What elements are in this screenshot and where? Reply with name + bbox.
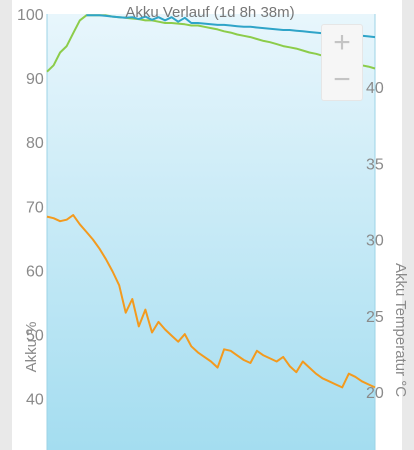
left-tick-label: 60 (26, 263, 44, 280)
left-tick-label: 40 (26, 392, 44, 409)
left-tick-label: 100 (17, 7, 44, 24)
temperature-line (46, 214, 376, 389)
right-axis-label: Akku Temperatur °C (392, 263, 409, 397)
zoom-in-button[interactable]: + (321, 24, 363, 64)
left-tick-label: 80 (26, 135, 44, 152)
left-axis-label: Akku % (23, 322, 40, 373)
right-tick-label: 30 (366, 233, 384, 250)
page-edge-right (402, 0, 414, 450)
left-tick-label: 70 (26, 199, 44, 216)
right-tick-label: 35 (366, 156, 384, 173)
chart-title: Akku Verlauf (1d 8h 38m) (125, 4, 294, 21)
right-tick-label: 40 (366, 80, 384, 97)
page-edge-left (0, 0, 12, 450)
right-tick-label: 20 (366, 385, 384, 402)
right-tick-label: 25 (366, 309, 384, 326)
left-tick-label: 50 (26, 328, 44, 345)
left-tick-label: 90 (26, 71, 44, 88)
zoom-out-button[interactable]: − (321, 62, 363, 101)
